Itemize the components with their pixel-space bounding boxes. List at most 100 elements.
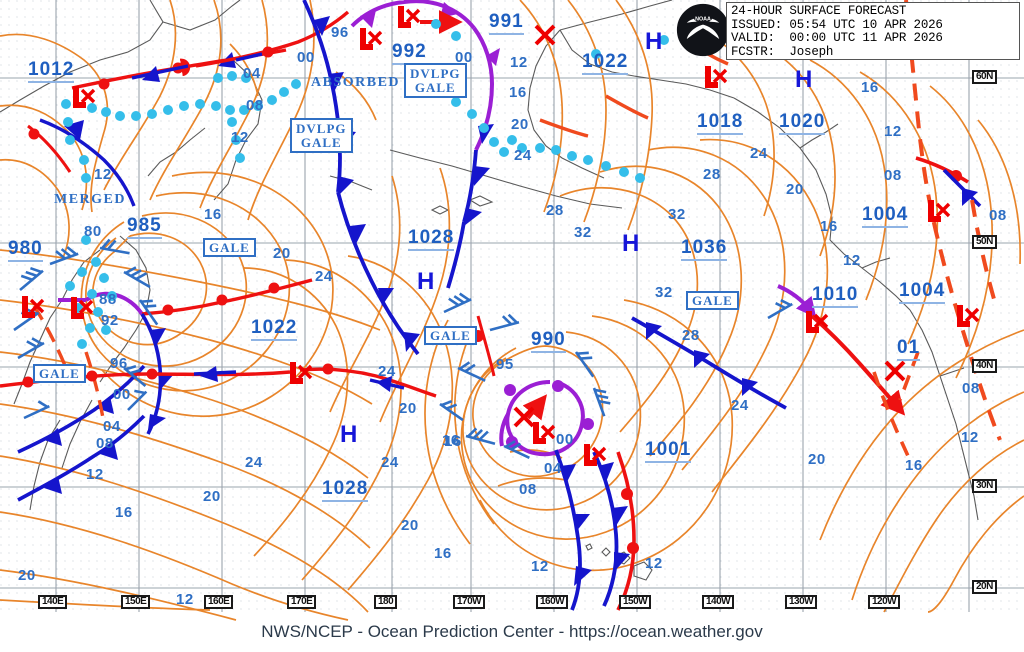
low-pressure-markers — [22, 6, 980, 466]
dotted-trough-west — [61, 71, 301, 183]
developing-gale-box: DVLPG GALE — [290, 118, 353, 154]
lon-tick-label: 170E — [287, 595, 317, 609]
low-pressure-marker — [360, 28, 383, 50]
pressure-center-label: 1004 — [862, 205, 909, 228]
forecaster-row: FCSTR: Joseph — [731, 44, 834, 59]
graticule — [0, 0, 1024, 612]
isobar-label: 32 — [574, 224, 592, 241]
pressure-center-label: 1018 — [697, 112, 744, 135]
coastlines — [0, 0, 979, 581]
dotted-trough-aleutian — [431, 19, 669, 183]
pressure-center-label: 1028 — [322, 479, 369, 502]
low-pressure-marker — [71, 297, 94, 319]
developing-gale-box: DVLPG GALE — [404, 63, 467, 99]
dvlpg-line2: GALE — [414, 79, 456, 95]
isobar-label: 16 — [204, 206, 222, 223]
high-center-marker: H — [645, 28, 663, 55]
isobar-label: 32 — [655, 284, 673, 301]
isobar-label: 20 — [401, 517, 419, 534]
isobar-label: 95 — [496, 356, 514, 373]
low-pressure-marker — [584, 444, 607, 466]
isobar-label: 96 — [110, 355, 128, 372]
pressure-center-label: 985 — [127, 216, 162, 239]
isobar-label: 16 — [820, 218, 838, 235]
dvlpg-line1: DVLPG — [410, 66, 461, 81]
isobar-label: 24 — [315, 268, 333, 285]
gale-warning-box: GALE — [33, 364, 86, 383]
pressure-center-label: 991 — [489, 12, 524, 35]
isobar-label: 32 — [668, 206, 686, 223]
isobar-label: 08 — [96, 435, 114, 452]
pressure-center-label: 1022 — [251, 318, 298, 341]
isobar-label: 88 — [99, 291, 117, 308]
isobar-label: 12 — [961, 429, 979, 446]
isobar-label: 12 — [86, 466, 104, 483]
high-center-marker: H — [622, 230, 640, 257]
lon-tick-label: 140W — [702, 595, 735, 609]
high-center-marker: H — [340, 421, 358, 448]
lat-tick-label: 30N — [972, 479, 997, 493]
isobar-label: 04 — [103, 418, 121, 435]
isobar-label: 20 — [273, 245, 291, 262]
isobar-label: 16 — [905, 457, 923, 474]
isobar-label: 80 — [84, 223, 102, 240]
lon-tick-label: 160W — [536, 595, 569, 609]
low-pressure-marker — [806, 311, 829, 333]
map-annotation: MERGED — [54, 192, 126, 207]
pressure-center-label: 992 — [392, 42, 427, 65]
low-pressure-marker — [928, 200, 951, 222]
isobar-label: 00 — [455, 49, 473, 66]
isobar-label: 00 — [297, 49, 315, 66]
forecast-info-box: 24-HOUR SURFACE FORECAST ISSUED: 05:54 U… — [726, 2, 1020, 60]
low-pressure-marker — [22, 296, 45, 318]
isobar-label: 12 — [176, 591, 194, 608]
dissipating-center-x — [513, 406, 535, 428]
isobar-label: 24 — [245, 454, 263, 471]
issued-row: ISSUED: 05:54 UTC 10 APR 2026 — [731, 17, 943, 32]
isobar-label: 28 — [703, 166, 721, 183]
isobar-label: 20 — [399, 400, 417, 417]
lon-tick-label: 140E — [38, 595, 68, 609]
footer-attribution: NWS/NCEP - Ocean Prediction Center - htt… — [261, 622, 763, 641]
fronts — [0, 0, 1002, 611]
pressure-center-label: 1028 — [408, 228, 455, 251]
isobar-label: 20 — [808, 451, 826, 468]
pressure-center-label: 1022 — [582, 52, 629, 75]
lon-tick-label: 170W — [453, 595, 486, 609]
gale-warning-box: GALE — [686, 291, 739, 310]
lon-tick-label: 180 — [374, 595, 398, 609]
lon-tick-label: 150W — [619, 595, 652, 609]
isobar-label: 24 — [731, 397, 749, 414]
noaa-logo: NOAA — [676, 3, 730, 57]
isobar-label: 12 — [231, 129, 249, 146]
isobar-label: 16 — [861, 79, 879, 96]
lon-tick-label: 160E — [204, 595, 234, 609]
gale-warning-box: GALE — [203, 238, 256, 257]
isobar-label: 96 — [331, 24, 349, 41]
isobar-label: 12 — [645, 555, 663, 572]
lat-tick-label: 40N — [972, 359, 997, 373]
isobar-label: 04 — [544, 460, 562, 477]
low-pressure-marker — [398, 6, 421, 28]
isobar-label: 24 — [381, 454, 399, 471]
isobar-label: 08 — [962, 380, 980, 397]
dvlpg-line1: DVLPG — [296, 121, 347, 136]
dvlpg-line2: GALE — [300, 134, 342, 150]
lat-tick-label: 50N — [972, 235, 997, 249]
lon-tick-label: 150E — [121, 595, 151, 609]
low-pressure-marker — [957, 305, 980, 327]
isobar-label: 00 — [556, 431, 574, 448]
isobar-label: 16 — [115, 504, 133, 521]
isobar-label: 16 — [442, 432, 460, 449]
lat-tick-label: 60N — [972, 70, 997, 84]
isobar-label: 08 — [884, 167, 902, 184]
isobar-label: 20 — [18, 567, 36, 584]
pressure-center-label: 1012 — [28, 60, 75, 83]
isobar-label: 28 — [546, 202, 564, 219]
low-pressure-marker — [533, 422, 556, 444]
isobar-label: 12 — [843, 252, 861, 269]
isobar-label: 24 — [514, 147, 532, 164]
map-annotation: ABSORBED — [311, 75, 401, 90]
svg-text:NOAA: NOAA — [695, 17, 711, 23]
